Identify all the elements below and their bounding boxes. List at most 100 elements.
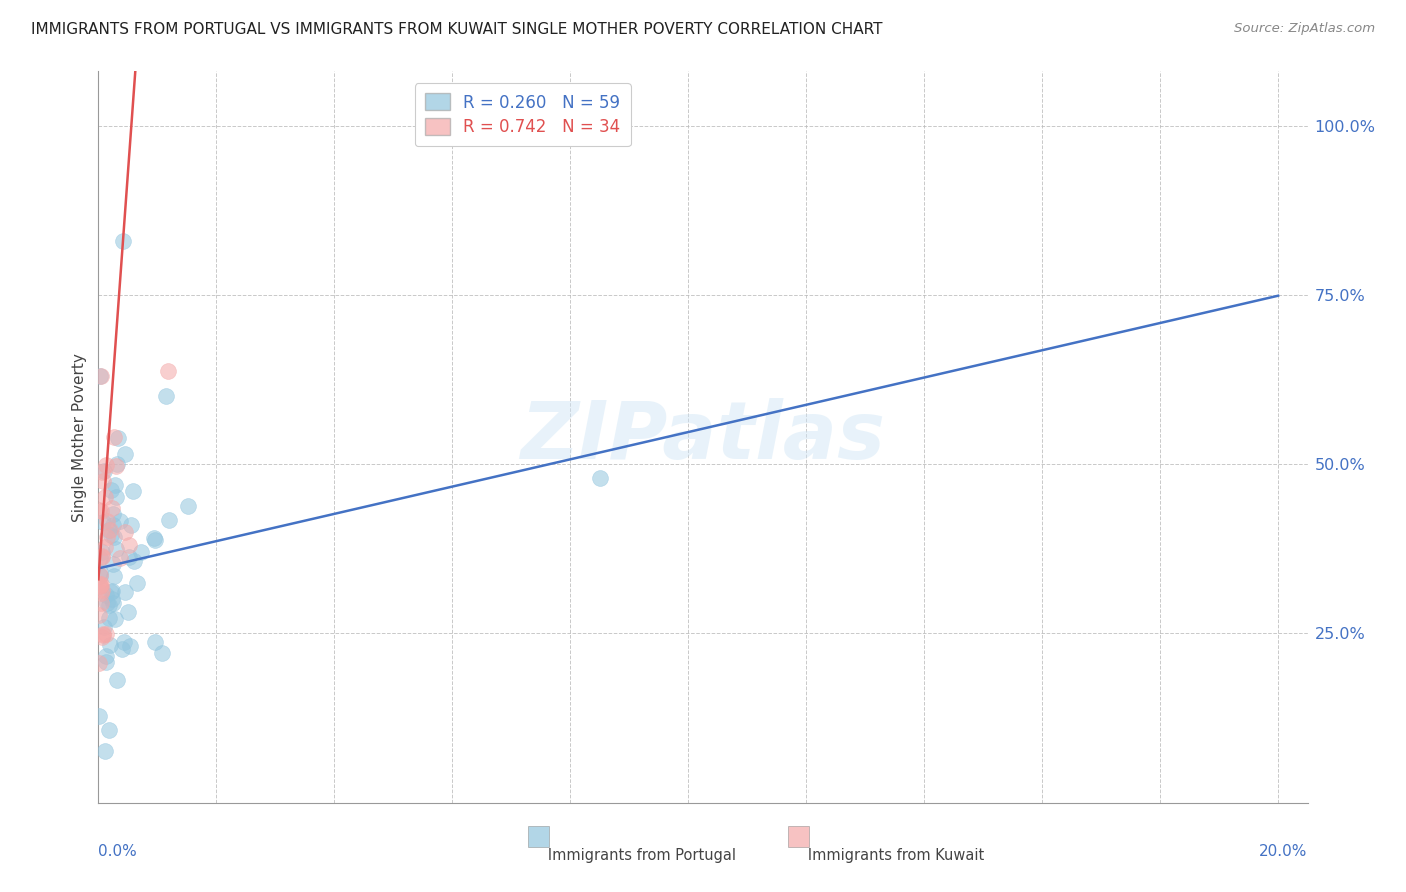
Point	[93, 475, 115, 489]
Point	[120, 518, 142, 533]
Point	[104, 458, 127, 473]
Point	[103, 518, 125, 533]
Point	[87, 607, 110, 622]
Point	[97, 523, 120, 537]
Point	[107, 430, 129, 444]
Point	[87, 657, 110, 671]
Point	[96, 627, 118, 641]
Point	[98, 723, 121, 738]
Point	[101, 500, 124, 515]
Point	[89, 568, 111, 582]
Point	[98, 611, 121, 625]
Point	[90, 585, 112, 599]
Point	[122, 554, 145, 568]
Point	[118, 538, 141, 552]
Point	[105, 457, 128, 471]
Point	[150, 646, 173, 660]
Point	[89, 568, 111, 582]
Point	[101, 584, 124, 599]
Text: ZIPatlas: ZIPatlas	[520, 398, 886, 476]
Point	[105, 673, 128, 688]
Point	[101, 557, 124, 571]
Point	[98, 599, 121, 613]
Point	[90, 465, 112, 479]
Point	[87, 503, 110, 517]
Point	[103, 568, 125, 582]
Point	[108, 551, 131, 566]
Point	[89, 369, 111, 384]
Point	[156, 364, 179, 378]
Point	[89, 550, 111, 565]
Point	[104, 490, 127, 504]
Point	[89, 577, 111, 591]
Text: IMMIGRANTS FROM PORTUGAL VS IMMIGRANTS FROM KUWAIT SINGLE MOTHER POVERTY CORRELA: IMMIGRANTS FROM PORTUGAL VS IMMIGRANTS F…	[31, 22, 883, 37]
Point	[143, 533, 166, 548]
Legend: R = 0.260   N = 59, R = 0.742   N = 34: R = 0.260 N = 59, R = 0.742 N = 34	[415, 83, 630, 146]
Point	[125, 576, 148, 591]
Point	[104, 612, 127, 626]
Point	[143, 635, 166, 649]
Point	[89, 504, 111, 518]
Point	[94, 458, 117, 472]
Point	[101, 596, 124, 610]
Bar	[527, 826, 550, 847]
Point	[96, 596, 118, 610]
Point	[91, 628, 114, 642]
Point	[108, 515, 131, 529]
Point	[111, 642, 134, 657]
Point	[157, 513, 180, 527]
Point	[101, 507, 124, 521]
Point	[89, 579, 111, 593]
Point	[89, 579, 111, 593]
Point	[87, 709, 110, 723]
Text: Immigrants from Kuwait: Immigrants from Kuwait	[793, 848, 984, 863]
Point	[96, 530, 118, 544]
Point	[94, 540, 117, 554]
Point	[90, 630, 112, 644]
Point	[100, 592, 122, 607]
Y-axis label: Single Mother Poverty: Single Mother Poverty	[72, 352, 87, 522]
Text: Immigrants from Portugal: Immigrants from Portugal	[534, 848, 735, 863]
Point	[112, 635, 135, 649]
Text: 20.0%: 20.0%	[1260, 845, 1308, 860]
Point	[91, 583, 114, 598]
Text: 0.0%: 0.0%	[98, 845, 138, 860]
Point	[120, 639, 142, 653]
Point	[103, 430, 125, 444]
Point	[91, 627, 114, 641]
Point	[98, 638, 121, 652]
Point	[104, 477, 127, 491]
Point	[122, 483, 145, 498]
Point	[90, 369, 112, 384]
Point	[177, 500, 200, 514]
Bar	[787, 826, 810, 847]
Point	[91, 549, 114, 563]
Point	[90, 576, 112, 591]
Point	[100, 483, 122, 497]
Point	[94, 656, 117, 670]
Point	[589, 471, 612, 485]
Point	[143, 532, 166, 546]
Point	[89, 565, 111, 579]
Point	[91, 549, 114, 564]
Point	[112, 234, 135, 248]
Point	[131, 544, 153, 558]
Point	[93, 620, 115, 634]
Point	[90, 544, 112, 558]
Point	[118, 549, 141, 564]
Point	[98, 523, 121, 537]
Point	[100, 528, 122, 542]
Point	[100, 584, 122, 599]
Point	[104, 541, 127, 556]
Point	[114, 585, 136, 599]
Point	[96, 514, 118, 528]
Point	[91, 515, 114, 529]
Point	[114, 524, 136, 539]
Point	[103, 530, 125, 544]
Point	[117, 605, 139, 619]
Point	[94, 588, 117, 602]
Point	[96, 649, 118, 664]
Point	[93, 465, 115, 479]
Text: Source: ZipAtlas.com: Source: ZipAtlas.com	[1234, 22, 1375, 36]
Point	[90, 596, 112, 610]
